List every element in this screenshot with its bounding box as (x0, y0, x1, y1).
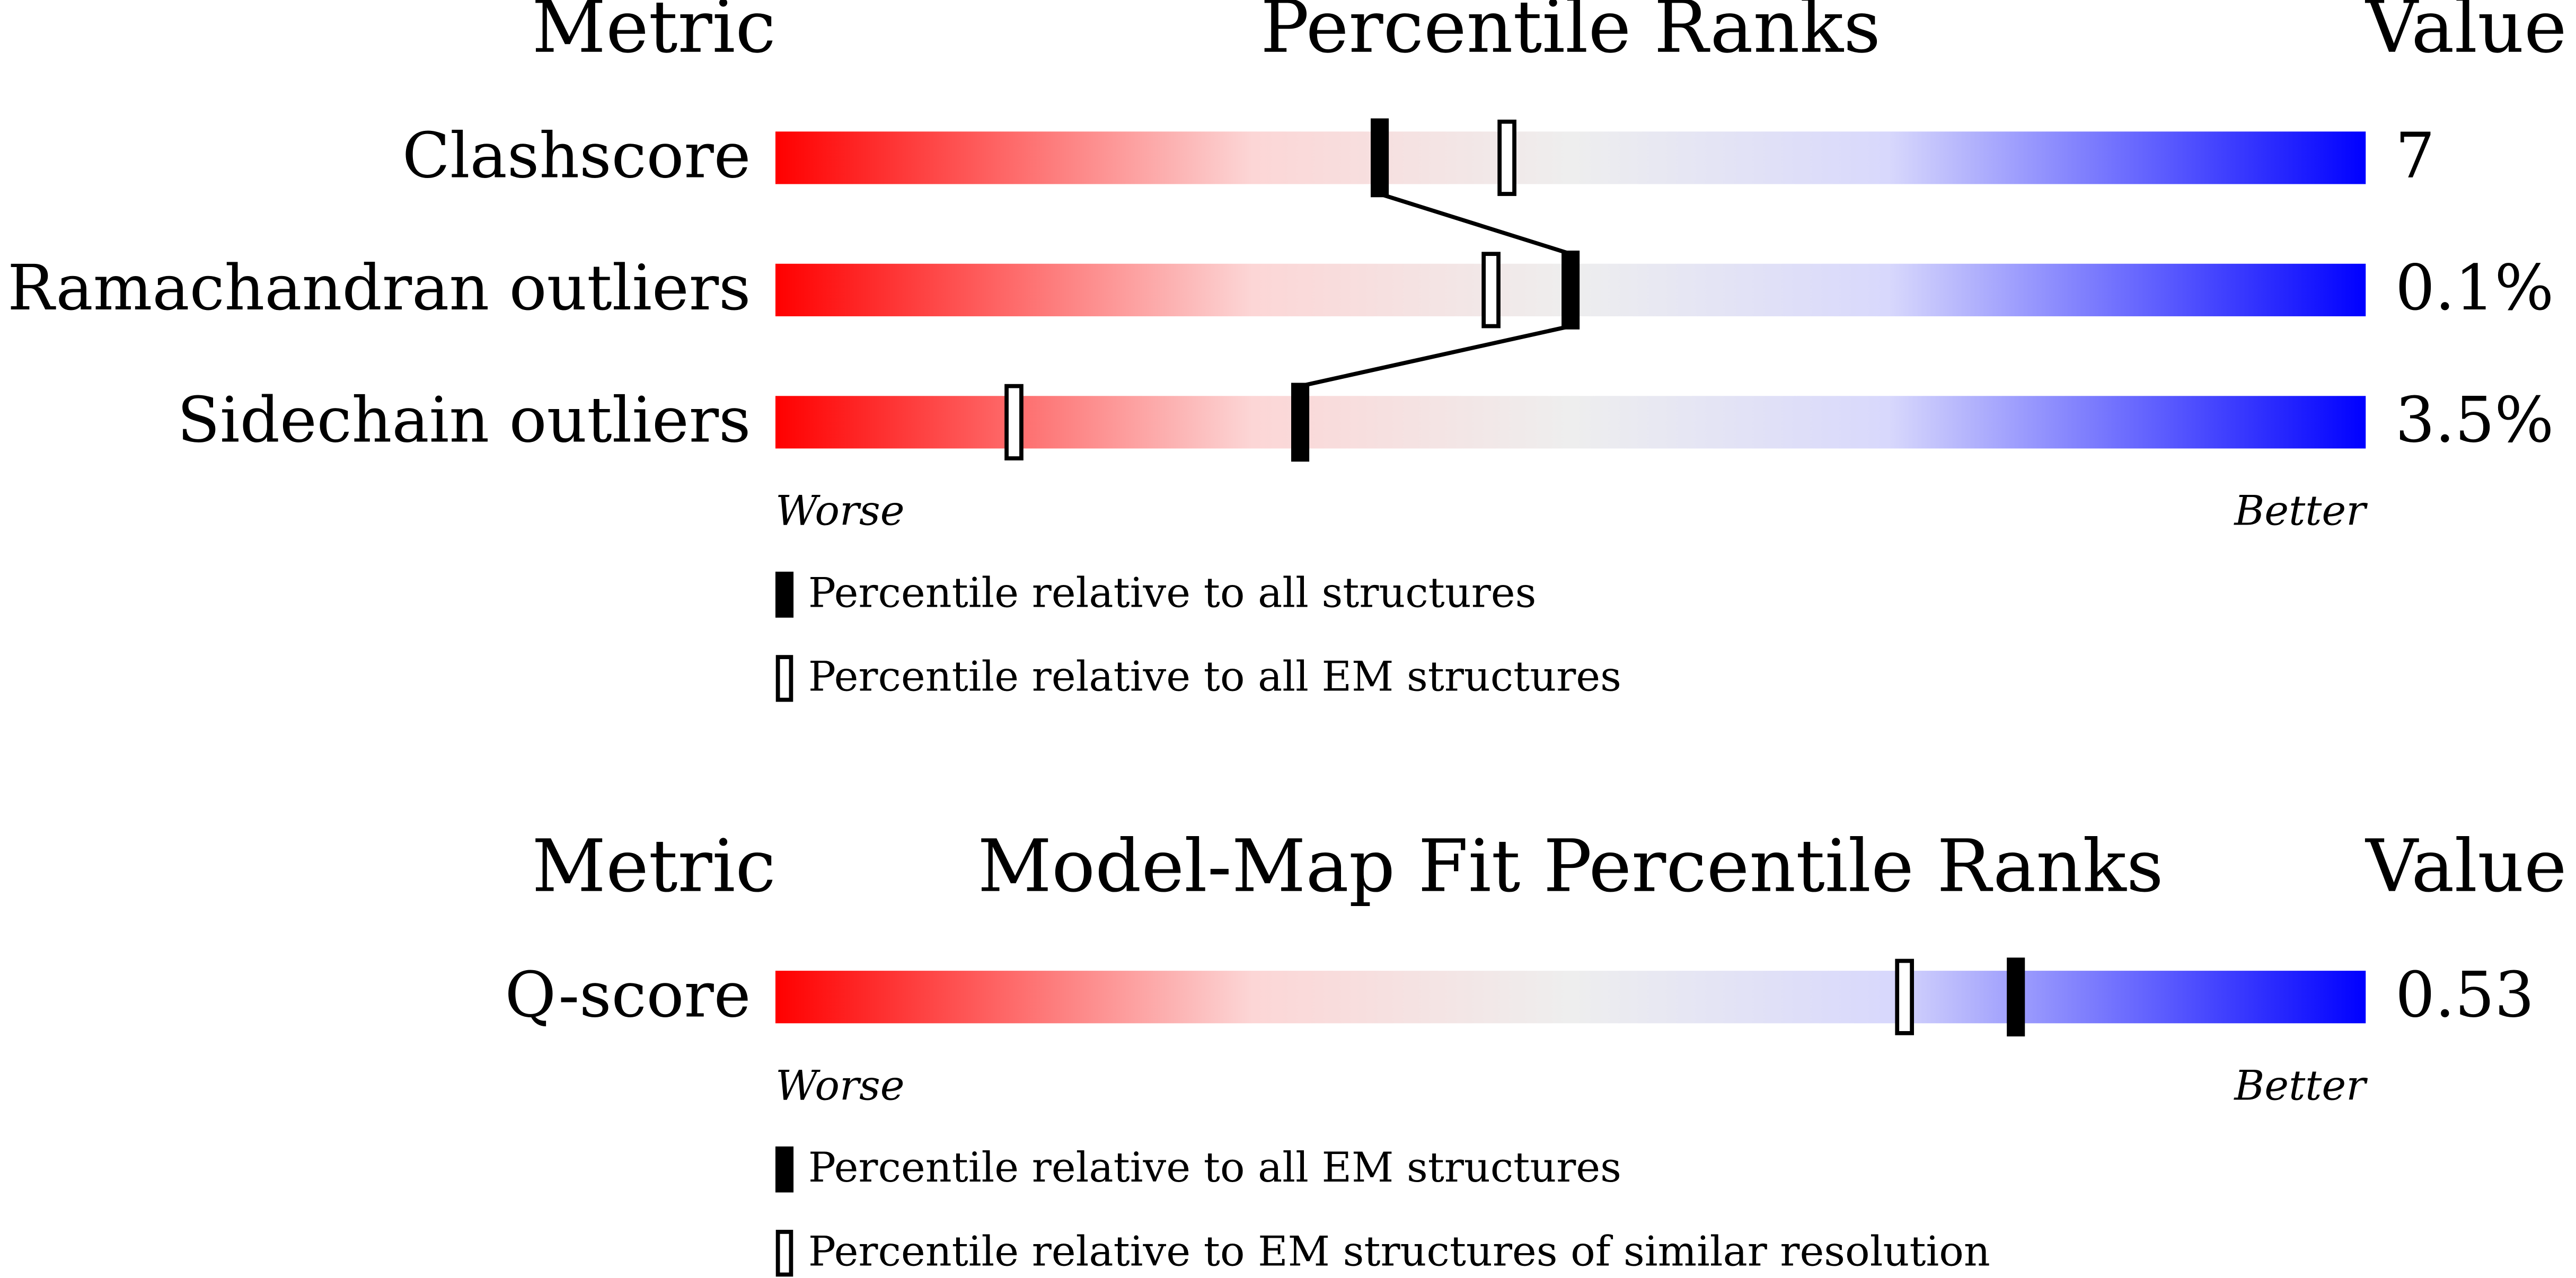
metric-value: 0.53 (2395, 958, 2534, 1031)
metric-value: 0.1% (2395, 252, 2554, 324)
legend-filled-swatch (775, 571, 794, 618)
open-marker (1497, 119, 1516, 196)
percentile-bar (775, 971, 2366, 1024)
metric-label: Sidechain outliers (177, 384, 751, 457)
filled-marker (1562, 250, 1580, 330)
open-marker (1481, 252, 1501, 329)
percentile-bar (775, 396, 2366, 449)
filled-marker (1371, 118, 1389, 198)
metric-label: Q-score (505, 958, 751, 1031)
legend-open: Percentile relative to all EM structures (808, 653, 1621, 700)
open-marker (1004, 384, 1024, 460)
legend-filled: Percentile relative to all EM structures (808, 1144, 1621, 1192)
worse-label: Worse (775, 1062, 905, 1110)
metric-label: Ramachandran outliers (7, 252, 751, 324)
header-metric: Metric (532, 0, 775, 69)
filled-marker (1291, 383, 1310, 462)
legend-filled: Percentile relative to all structures (808, 569, 1536, 617)
better-label: Better (2233, 487, 2368, 535)
metric-value: 3.5% (2395, 384, 2554, 457)
legend-open-swatch (775, 655, 793, 702)
header-value: Value (2365, 0, 2566, 69)
worse-label: Worse (775, 487, 905, 535)
percentile-bar (775, 131, 2366, 184)
connector (1300, 324, 1571, 388)
metric-label: Clashscore (402, 120, 751, 192)
legend-open-swatch (775, 1230, 793, 1277)
connector (1379, 192, 1572, 256)
legend-open: Percentile relative to EM structures of … (808, 1228, 1990, 1275)
header-title: Percentile Ranks (1260, 0, 1881, 69)
better-label: Better (2233, 1062, 2368, 1110)
header-title: Model-Map Fit Percentile Ranks (977, 824, 2163, 909)
metric-value: 7 (2395, 120, 2435, 192)
legend-filled-swatch (775, 1146, 794, 1193)
open-marker (1895, 958, 1914, 1035)
header-value: Value (2365, 824, 2566, 909)
filled-marker (2007, 957, 2025, 1037)
header-metric: Metric (532, 824, 775, 909)
